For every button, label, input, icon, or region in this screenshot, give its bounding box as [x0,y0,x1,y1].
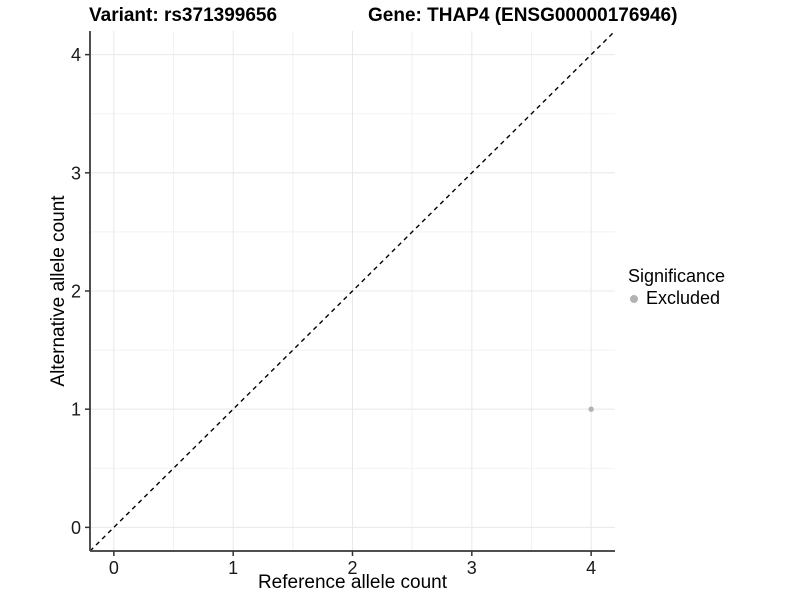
y-tick-label: 1 [71,400,81,420]
y-tick-label: 0 [71,518,81,538]
y-tick-label: 2 [71,282,81,302]
x-tick-label: 1 [228,558,238,578]
legend-title: Significance [628,266,726,286]
legend-point-icon [630,294,638,303]
legend-item-label: Excluded [646,288,721,308]
x-tick-label: 3 [467,558,477,578]
x-tick-label: 0 [109,558,119,578]
y-tick-label: 3 [71,163,81,183]
x-axis-title: Reference allele count [257,572,448,593]
y-tick-label: 4 [71,45,81,65]
data-point [588,406,594,412]
x-tick-label: 2 [347,558,357,578]
x-tick-label: 4 [586,558,596,578]
legend-item-excluded: Excluded [628,288,725,309]
y-axis-title: Alternative allele count [48,195,69,387]
legend: Significance Excluded [628,266,725,309]
variant-title: Variant: rs371399656 [89,5,278,26]
identity-dashed-line [89,30,616,552]
gene-title: Gene: THAP4 (ENSG00000176946) [368,5,678,26]
